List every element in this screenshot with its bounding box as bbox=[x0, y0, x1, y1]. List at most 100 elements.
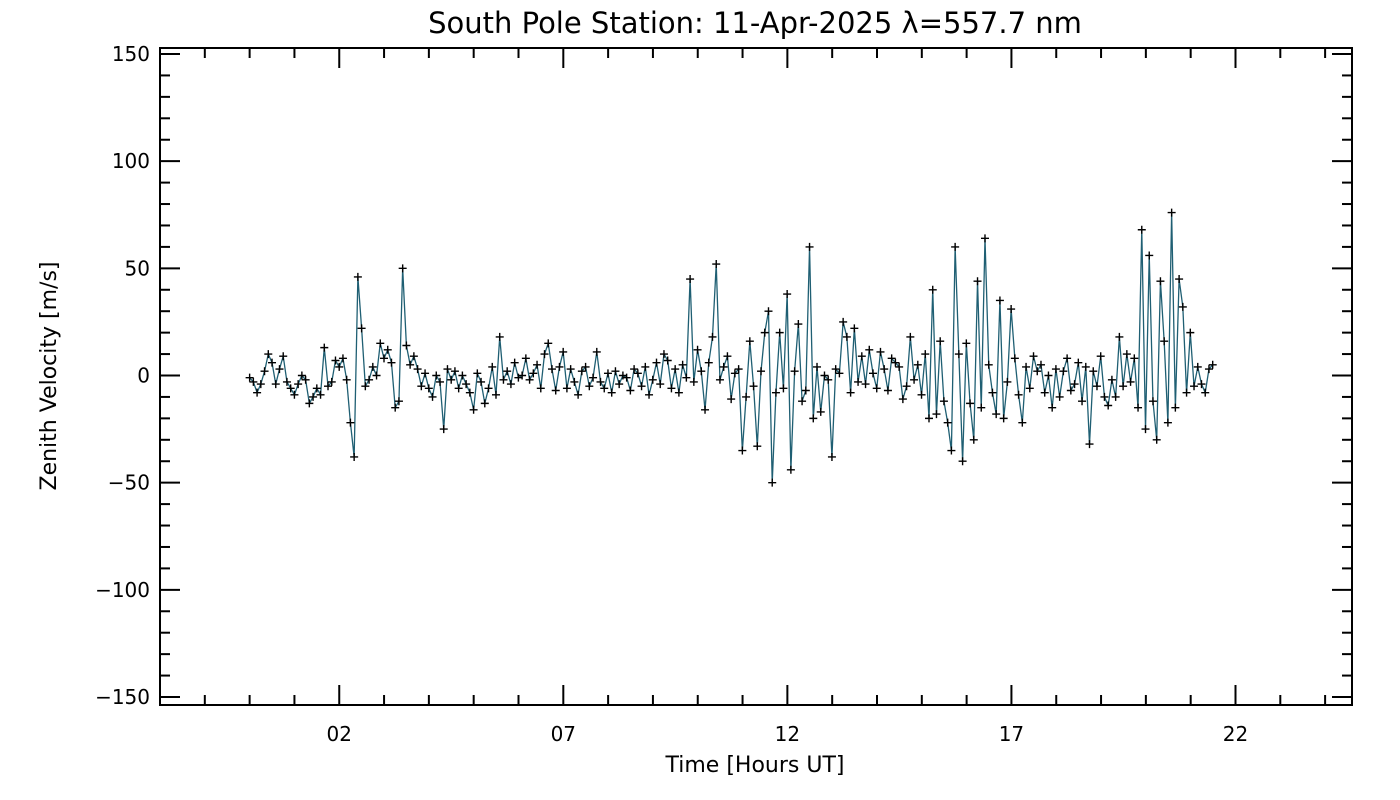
y-tick-label: 100 bbox=[112, 149, 150, 173]
data-point bbox=[775, 328, 784, 337]
data-point bbox=[499, 375, 508, 384]
data-point bbox=[876, 347, 885, 356]
data-point bbox=[1089, 367, 1098, 376]
data-point bbox=[667, 384, 676, 393]
data-point bbox=[883, 386, 892, 395]
data-point bbox=[480, 399, 489, 408]
data-point bbox=[245, 373, 254, 382]
data-point bbox=[279, 352, 288, 361]
data-point bbox=[738, 446, 747, 455]
data-point bbox=[1197, 380, 1206, 389]
data-point bbox=[641, 362, 650, 371]
data-point bbox=[715, 375, 724, 384]
data-point bbox=[1100, 392, 1109, 401]
data-point bbox=[1193, 362, 1202, 371]
data-point bbox=[383, 345, 392, 354]
data-point bbox=[1059, 367, 1068, 376]
data-point bbox=[671, 365, 680, 374]
data-point bbox=[555, 362, 564, 371]
data-point bbox=[753, 442, 762, 451]
data-point bbox=[376, 339, 385, 348]
data-point bbox=[869, 369, 878, 378]
data-point bbox=[839, 317, 848, 326]
data-point bbox=[674, 388, 683, 397]
data-point bbox=[794, 320, 803, 329]
axis-ticks bbox=[159, 48, 1352, 705]
data-point bbox=[977, 403, 986, 412]
data-point bbox=[432, 371, 441, 380]
data-point bbox=[1003, 377, 1012, 386]
data-point bbox=[1163, 418, 1172, 427]
data-point bbox=[562, 384, 571, 393]
data-point-markers bbox=[245, 208, 1217, 487]
data-point bbox=[824, 375, 833, 384]
y-tick-label: −100 bbox=[95, 578, 150, 602]
data-point bbox=[428, 392, 437, 401]
data-point bbox=[708, 332, 717, 341]
x-tick-label: 22 bbox=[1223, 722, 1248, 746]
data-point bbox=[749, 382, 758, 391]
data-point bbox=[581, 362, 590, 371]
data-point bbox=[536, 384, 545, 393]
data-point bbox=[850, 324, 859, 333]
y-tick-label: −50 bbox=[108, 471, 150, 495]
data-point bbox=[697, 367, 706, 376]
data-point bbox=[1107, 375, 1116, 384]
y-tick-label: 0 bbox=[137, 364, 150, 388]
data-point bbox=[1010, 354, 1019, 363]
data-point bbox=[331, 356, 340, 365]
data-point bbox=[402, 341, 411, 350]
data-point bbox=[928, 285, 937, 294]
data-point bbox=[547, 365, 556, 374]
data-point bbox=[350, 452, 359, 461]
data-point bbox=[626, 386, 635, 395]
data-point bbox=[786, 465, 795, 474]
data-point bbox=[742, 392, 751, 401]
data-point bbox=[809, 414, 818, 423]
data-point bbox=[678, 360, 687, 369]
data-point bbox=[861, 380, 870, 389]
plot-frame bbox=[159, 47, 1353, 706]
data-point bbox=[1178, 302, 1187, 311]
data-point bbox=[686, 275, 695, 284]
data-point bbox=[290, 390, 299, 399]
data-point bbox=[525, 375, 534, 384]
data-point bbox=[857, 352, 866, 361]
data-point bbox=[521, 354, 530, 363]
data-point bbox=[701, 405, 710, 414]
data-point bbox=[980, 234, 989, 243]
data-point bbox=[801, 386, 810, 395]
data-point bbox=[268, 358, 277, 367]
data-point bbox=[1137, 225, 1146, 234]
data-point bbox=[297, 371, 306, 380]
data-point bbox=[962, 339, 971, 348]
data-point bbox=[368, 362, 377, 371]
data-point bbox=[902, 382, 911, 391]
data-point bbox=[540, 350, 549, 359]
data-point bbox=[570, 377, 579, 386]
data-point bbox=[1040, 388, 1049, 397]
data-point bbox=[611, 367, 620, 376]
data-point bbox=[645, 390, 654, 399]
data-point bbox=[622, 373, 631, 382]
data-point bbox=[495, 332, 504, 341]
data-point bbox=[1007, 305, 1016, 314]
data-point bbox=[249, 377, 258, 386]
data-point bbox=[488, 362, 497, 371]
data-point bbox=[1018, 418, 1027, 427]
data-point bbox=[779, 384, 788, 393]
data-point bbox=[327, 377, 336, 386]
data-point bbox=[596, 377, 605, 386]
data-point bbox=[663, 356, 672, 365]
data-point bbox=[1092, 382, 1101, 391]
data-point bbox=[1104, 401, 1113, 410]
data-point bbox=[917, 390, 926, 399]
data-point bbox=[790, 367, 799, 376]
x-tick-label: 17 bbox=[999, 722, 1024, 746]
data-point bbox=[301, 375, 310, 384]
data-point bbox=[939, 397, 948, 406]
data-point bbox=[1175, 275, 1184, 284]
data-point bbox=[391, 403, 400, 412]
data-point bbox=[551, 386, 560, 395]
data-point bbox=[1051, 365, 1060, 374]
